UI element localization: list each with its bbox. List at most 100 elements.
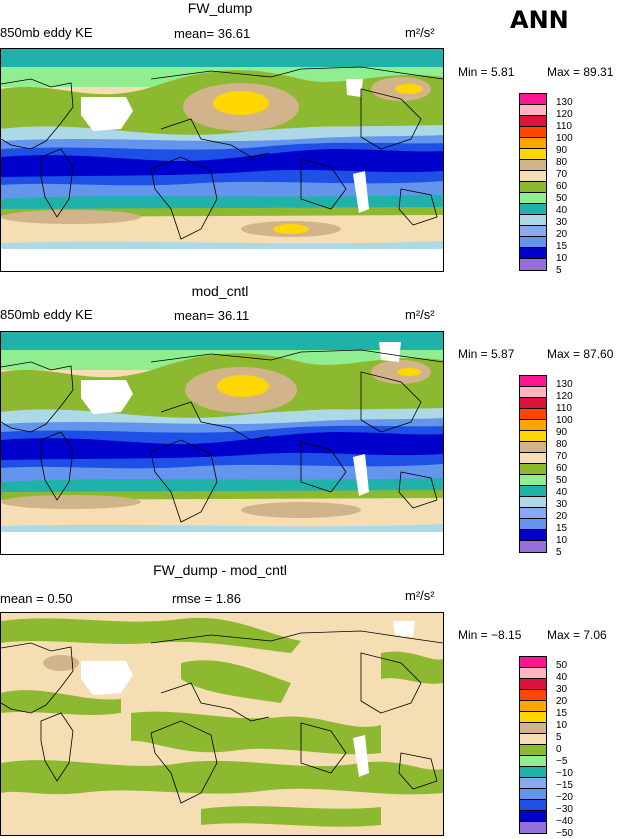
colorbar-tick-label: 80 — [556, 157, 568, 168]
panel2-min: Min = 5.87 — [458, 347, 515, 361]
panel2-swatch-20 — [520, 497, 546, 508]
colorbar-tick-label: 100 — [556, 415, 573, 426]
panel3-swatch-30 — [520, 679, 546, 690]
panel1-swatch-40 — [520, 193, 546, 204]
panel1-swatch-15 — [520, 226, 546, 237]
panel1-swatch-10 — [520, 237, 546, 248]
colorbar-tick-label: 120 — [556, 391, 573, 402]
panel1-swatch-130 — [520, 94, 546, 105]
colorbar-tick-label: 15 — [556, 523, 568, 534]
panel2-swatch-min — [520, 541, 546, 552]
panel2-swatch-110 — [520, 398, 546, 409]
panel3-rmse: rmse = 1.86 — [172, 591, 242, 606]
colorbar-tick-label: 50 — [556, 660, 568, 671]
colorbar-tick-label: 5 — [556, 547, 562, 558]
panel3-map — [0, 612, 444, 836]
panel1-title: FW_dump — [187, 0, 253, 16]
colorbar-tick-label: 70 — [556, 451, 568, 462]
panel1-variable-label: 850mb eddy KE — [0, 25, 93, 40]
colorbar-tick-label: 5 — [556, 732, 562, 743]
panel1-units: m²/s² — [405, 25, 435, 40]
panel2-swatch-50 — [520, 464, 546, 475]
panel3-swatch-m20 — [520, 778, 546, 789]
panel1-swatch-5 — [520, 248, 546, 259]
panel1-colorbar — [519, 93, 547, 271]
panel1-swatch-20 — [520, 215, 546, 226]
colorbar-tick-label: 15 — [556, 241, 568, 252]
colorbar-tick-label: 40 — [556, 672, 568, 683]
panel2-swatch-60 — [520, 453, 546, 464]
panel1-swatch-90 — [520, 138, 546, 149]
panel1-swatch-60 — [520, 171, 546, 182]
panel2-swatch-100 — [520, 409, 546, 420]
panel2-variable-label: 850mb eddy KE — [0, 307, 93, 322]
colorbar-tick-label: 10 — [556, 535, 568, 546]
panel3-swatch-0 — [520, 734, 546, 745]
panel2-swatch-70 — [520, 442, 546, 453]
panel1-swatch-50 — [520, 182, 546, 193]
panel3-units: m²/s² — [405, 588, 435, 603]
panel2-units: m²/s² — [405, 307, 435, 322]
colorbar-tick-label: −50 — [556, 828, 573, 839]
panel3-mean: mean = 0.50 — [0, 591, 73, 606]
panel3-swatch-m15 — [520, 767, 546, 778]
panel3-swatch-m30 — [520, 789, 546, 800]
panel1-min: Min = 5.81 — [458, 65, 515, 79]
colorbar-tick-label: 130 — [556, 97, 573, 108]
colorbar-tick-label: 30 — [556, 684, 568, 695]
panel2-swatch-30 — [520, 486, 546, 497]
colorbar-tick-label: −5 — [556, 756, 568, 767]
panel3-swatch-5 — [520, 723, 546, 734]
colorbar-tick-label: 70 — [556, 169, 568, 180]
colorbar-tick-label: 130 — [556, 379, 573, 390]
colorbar-tick-label: −30 — [556, 804, 573, 815]
panel1-map — [0, 48, 444, 272]
panel1-swatch-70 — [520, 160, 546, 171]
panel1-swatch-110 — [520, 116, 546, 127]
panel3-swatch-m5 — [520, 745, 546, 756]
panel1-swatch-100 — [520, 127, 546, 138]
colorbar-tick-label: 110 — [556, 403, 572, 414]
panel2-title: mod_cntl — [191, 283, 249, 299]
panel1-swatch-80 — [520, 149, 546, 160]
panel2-swatch-120 — [520, 387, 546, 398]
colorbar-tick-label: 10 — [556, 720, 568, 731]
colorbar-tick-label: 120 — [556, 109, 573, 120]
panel1-max: Max = 89.31 — [547, 65, 614, 79]
colorbar-tick-label: 60 — [556, 463, 568, 474]
colorbar-tick-label: 15 — [556, 708, 568, 719]
panel2-swatch-15 — [520, 508, 546, 519]
panel1-swatch-120 — [520, 105, 546, 116]
colorbar-tick-label: 30 — [556, 217, 568, 228]
panel3-swatch-min — [520, 822, 546, 833]
panel3-swatch-20 — [520, 690, 546, 701]
colorbar-tick-label: −15 — [556, 780, 573, 791]
panel2-swatch-80 — [520, 431, 546, 442]
panel2-map — [0, 331, 444, 555]
panel3-swatch-m40 — [520, 800, 546, 811]
colorbar-tick-label: 20 — [556, 511, 568, 522]
colorbar-tick-label: −10 — [556, 768, 573, 779]
panel1-mean: mean= 36.61 — [174, 26, 251, 41]
panel3-swatch-m10 — [520, 756, 546, 767]
panel2-swatch-5 — [520, 530, 546, 541]
panel2-swatch-10 — [520, 519, 546, 530]
colorbar-tick-label: 110 — [556, 121, 572, 132]
colorbar-tick-label: 80 — [556, 439, 568, 450]
panel2-swatch-90 — [520, 420, 546, 431]
colorbar-tick-label: −40 — [556, 816, 573, 827]
panel3-swatch-50 — [520, 657, 546, 668]
panel3-min: Min = −8.15 — [458, 628, 522, 642]
panel2-max: Max = 87.60 — [547, 347, 614, 361]
colorbar-tick-label: 5 — [556, 265, 562, 276]
colorbar-tick-label: 90 — [556, 145, 568, 156]
panel3-swatch-m50 — [520, 811, 546, 822]
colorbar-tick-label: 40 — [556, 205, 568, 216]
colorbar-tick-label: 30 — [556, 499, 568, 510]
panel3-colorbar — [519, 656, 547, 834]
colorbar-tick-label: 10 — [556, 253, 568, 264]
panel3-title: FW_dump - mod_cntl — [153, 562, 287, 578]
colorbar-tick-label: 90 — [556, 427, 568, 438]
colorbar-tick-label: 0 — [556, 744, 562, 755]
panel3-swatch-15 — [520, 701, 546, 712]
